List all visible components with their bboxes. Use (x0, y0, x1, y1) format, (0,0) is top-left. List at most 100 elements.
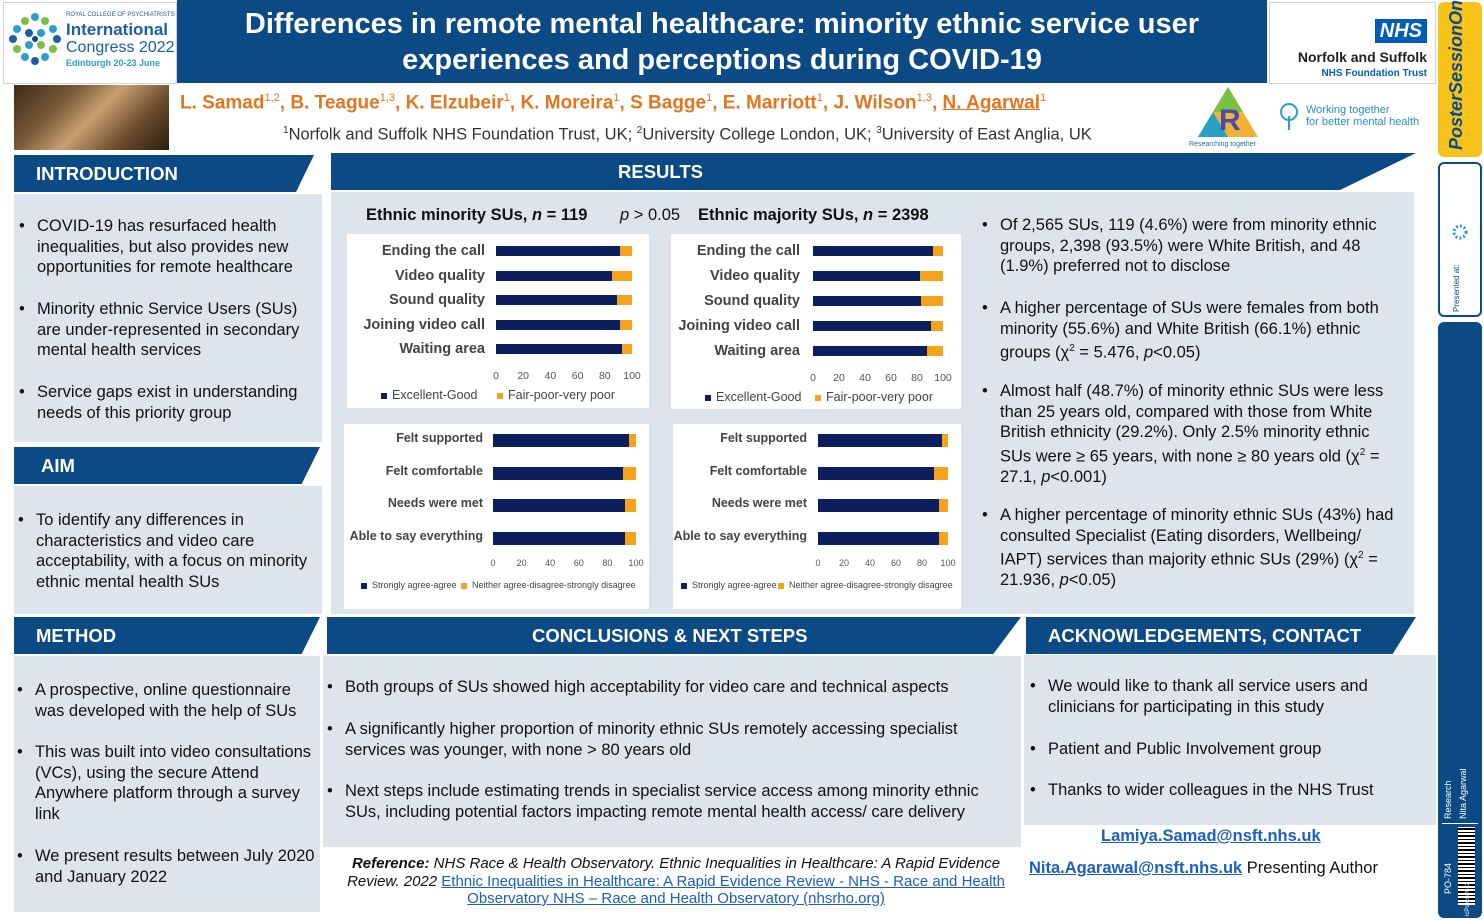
bar-fair-poor (622, 344, 632, 354)
affiliation-text: University College London, UK; (642, 125, 877, 144)
x-tick-label: 20 (517, 370, 530, 382)
category-label: Felt comfortable (709, 463, 807, 478)
svg-text:R: R (1219, 104, 1241, 137)
x-tick-label: 60 (573, 558, 584, 568)
reference-label: Reference: (351, 855, 430, 872)
x-tick-label: 0 (493, 370, 499, 382)
ack-bullet-3: Thanks to wider colleagues in the NHS Tr… (1030, 780, 1428, 801)
wt-line2: for better mental health (1306, 116, 1420, 128)
category-label: Able to say everything (349, 529, 483, 544)
researching-together-logo: R Researching together (1186, 85, 1271, 150)
p-symbol: p (620, 206, 630, 224)
legend-label: Excellent-Good (392, 388, 478, 402)
x-tick-label: 60 (885, 372, 897, 384)
majority-n-value: = 2398 (873, 206, 929, 224)
pso-text: PosterSessionOnline (1446, 0, 1466, 150)
x-tick-label: 40 (859, 372, 871, 384)
bar-agree (818, 499, 939, 513)
author-list: L. Samad1,2, B. Teague1,3, K. Elzubeir1,… (180, 92, 1047, 114)
author-affiliation-sup: 1,3 (916, 92, 932, 104)
legend-item: Strongly agree-agree (361, 580, 457, 590)
p-value: p > 0.05 (620, 206, 680, 225)
legend-label: Strongly agree-agree (692, 580, 777, 590)
legend-label: Fair-poor-very poor (826, 390, 933, 404)
bar-fair-poor (920, 296, 943, 306)
method-heading-text: METHOD (36, 624, 117, 646)
results-bullet-3: Almost half (48.7%) of minority ethnic S… (982, 381, 1400, 487)
tree-icon (1280, 103, 1298, 130)
intro-bullet-3: Service gaps exist in understanding need… (19, 382, 317, 423)
legend-swatch (778, 582, 784, 589)
aim-bullet-1: To identify any differences in character… (18, 510, 316, 592)
strip-code: PO-784 (1443, 862, 1453, 894)
title-line-1: Differences in remote mental healthcare:… (244, 8, 1200, 40)
poster-title: Differences in remote mental healthcare:… (177, 0, 1267, 83)
bar-fair-poor (617, 295, 632, 305)
reference: Reference: NHS Race & Health Observatory… (340, 855, 1012, 908)
conclusions-panel: Both groups of SUs showed high acceptabi… (323, 656, 1021, 847)
introduction-heading-text: INTRODUCTION (36, 162, 178, 184)
bar-fair-poor (932, 246, 943, 256)
bar-neither-disagree (933, 466, 948, 480)
author-info-strip: Research Nita Agarwal PO-784 icPsych2022 (1438, 322, 1482, 918)
legend-swatch (705, 394, 711, 401)
bar-neither-disagree (938, 499, 948, 513)
bar-agree (493, 466, 624, 480)
author-name: K. Elzubeir (405, 92, 504, 114)
results-heading-text: RESULTS (618, 160, 703, 182)
legend-item: Excellent-Good (381, 388, 477, 402)
category-label: Needs were met (711, 496, 807, 511)
x-tick-label: 20 (838, 558, 849, 568)
logo-line4: Edinburgh 20-23 June (66, 58, 161, 68)
aim-heading-text: AIM (41, 454, 75, 476)
legend-label: Neither agree-disagree-strongly disagree (789, 580, 953, 590)
majority-chart-title: Ethnic majority SUs, n = 2398 (698, 206, 929, 225)
bar-fair-poor (619, 246, 632, 256)
results-heading: RESULTS (331, 153, 1416, 190)
category-label: Felt supported (720, 431, 807, 445)
bar-agree (493, 499, 625, 513)
category-label: Needs were met (387, 496, 483, 511)
legend-swatch (461, 582, 467, 589)
x-tick-label: 20 (516, 558, 527, 568)
presenting-author-label: Presenting Author (1242, 859, 1378, 877)
reference-link[interactable]: Ethnic Inequalities in Healthcare: A Rap… (441, 872, 1005, 908)
x-tick-label: 40 (544, 370, 557, 382)
acknowledgements-heading-text: ACKNOWLEDGEMENTS, CONTACT (1048, 624, 1362, 646)
author-name: E. Marriott (722, 92, 817, 114)
minority-technical-chart: Ending the call Video quality Sound qualit… (347, 234, 649, 408)
results-panel: Ethnic minority SUs, n = 119 p > 0.05 Et… (331, 192, 1414, 614)
strip-divider (1442, 823, 1478, 824)
legend-item: Strongly agree-agree (681, 580, 777, 590)
bar-fair-poor (619, 319, 632, 330)
superscript: 2 (1069, 343, 1075, 354)
category-label: Felt comfortable (385, 463, 483, 478)
introduction-heading: INTRODUCTION (14, 155, 314, 192)
reference-text: NHS Race & Health Observatory. Ethnic In… (347, 855, 1001, 890)
minority-experience-chart: Felt supported Felt comfortable Needs were… (344, 424, 649, 609)
email-nita-link[interactable]: Nita.Agarawal@nsft.nhs.uk (1029, 859, 1243, 877)
bar-excellent-good (813, 346, 928, 356)
italic-p: p (1144, 343, 1154, 362)
category-label: Ending the call (696, 243, 800, 259)
category-label: Ending the call (381, 243, 485, 259)
x-tick-label: 60 (890, 558, 901, 568)
x-tick-label: 0 (490, 558, 496, 568)
author-name: K. Moreira (520, 92, 614, 114)
method-bullet-2: This was built into video consultations … (17, 742, 317, 824)
author-name: J. Wilson (833, 92, 917, 114)
p-value-text: > 0.05 (629, 206, 681, 224)
author-name: B. Teague (290, 92, 380, 114)
category-label: Sound quality (704, 293, 800, 309)
email-lamiya-link[interactable]: Lamiya.Samad@nsft.nhs.uk (1101, 827, 1321, 845)
x-tick-label: 80 (602, 558, 613, 568)
r-logo-icon: R (1198, 87, 1258, 137)
x-tick-label: 60 (571, 370, 584, 382)
author-affiliation-sup: 1,2 (264, 92, 280, 104)
working-together-logo: Working together for better mental healt… (1276, 100, 1436, 135)
crowd-photo (14, 85, 169, 150)
bar-agree (818, 434, 942, 447)
category-label: Video quality (710, 268, 800, 284)
minority-chart-title: Ethnic minority SUs, n = 119 (366, 206, 587, 225)
bar-fair-poor (931, 321, 943, 331)
